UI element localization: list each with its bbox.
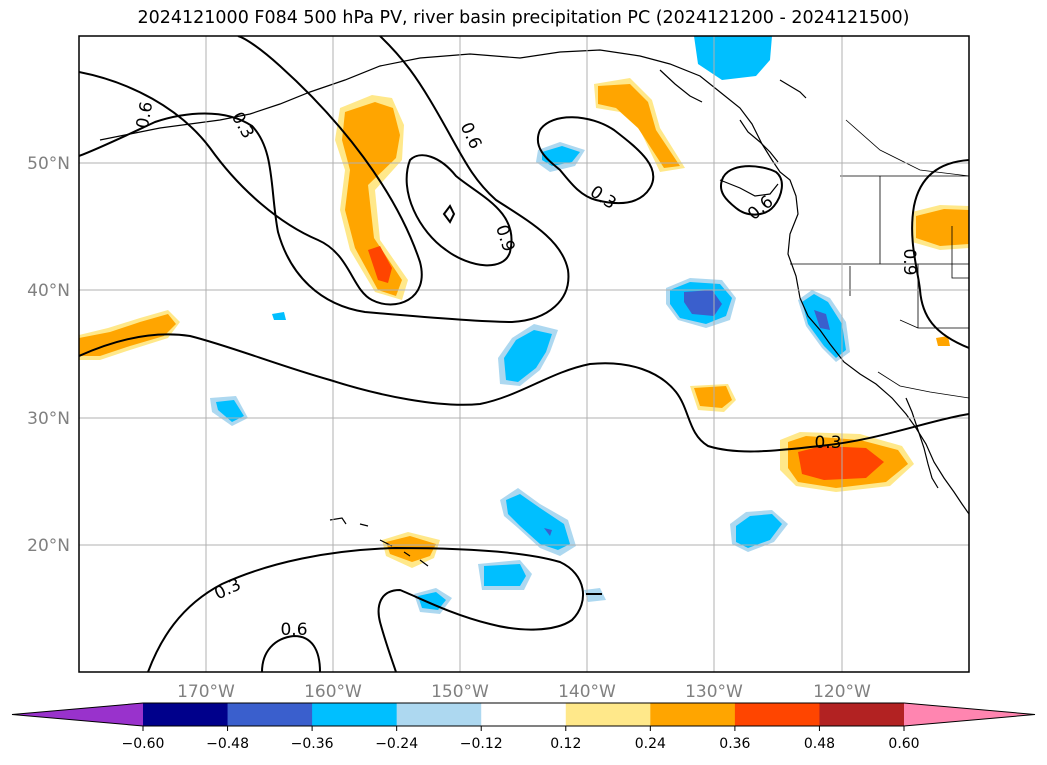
contour-label: 0.3: [227, 109, 258, 142]
precip-anomaly-negative: [272, 312, 286, 320]
lon-label: 170°W: [177, 682, 235, 702]
coastline: [719, 179, 779, 197]
colorbar: −0.60 −0.48 −0.36 −0.24 −0.12 0.12 0.24 0.36 0.4…: [11, 702, 1036, 752]
colorbar-tick-label: 0.60: [888, 736, 919, 752]
contour-label: 0.6: [280, 620, 307, 640]
precip-anomaly-negative: [694, 36, 772, 80]
colorbar-tick-label: −0.24: [375, 736, 418, 752]
colorbar-segment: [312, 703, 398, 726]
precip-anomaly-negative: [418, 592, 446, 610]
precip-anomaly-negative: [814, 310, 830, 330]
precip-anomaly-positive: [598, 84, 680, 168]
lon-label: 130°W: [685, 682, 743, 702]
contour-label: 0.9: [491, 223, 518, 255]
pv-contour: [442, 204, 456, 224]
colorbar-segment: [227, 703, 313, 726]
pv-contours: [79, 36, 969, 672]
precip-anomaly-positive: [798, 446, 884, 480]
map-frame: [78, 35, 970, 673]
contour-label: 0.9: [899, 248, 919, 275]
pv-contour: [79, 36, 570, 324]
negative-precip-anomalies: [210, 36, 850, 614]
colorbar-tick-label: −0.60: [122, 736, 165, 752]
coastline: [329, 517, 429, 567]
colorbar-segment: [565, 703, 651, 726]
contour-label: 0.6: [133, 100, 157, 130]
precip-anomaly-negative: [542, 146, 580, 166]
precip-anomaly-negative: [484, 564, 526, 586]
lat-label: 20°N: [27, 536, 70, 556]
lon-label: 160°W: [304, 682, 362, 702]
colorbar-tick-label: −0.36: [291, 736, 334, 752]
lat-label: 30°N: [27, 409, 70, 429]
colorbar-extend-min: [12, 703, 143, 726]
colorbar-tick-label: 0.24: [635, 736, 666, 752]
precip-anomaly-negative: [506, 494, 570, 550]
gridlines: [79, 36, 969, 672]
lon-label: 150°W: [431, 682, 489, 702]
lon-label: 140°W: [558, 682, 616, 702]
precip-anomaly-positive: [916, 209, 969, 246]
lon-label: 120°W: [813, 682, 871, 702]
pv-contour: [911, 159, 969, 349]
colorbar-segment: [734, 703, 820, 726]
precip-anomaly-negative: [216, 400, 244, 422]
colorbar-tick-label: 0.48: [804, 736, 835, 752]
colorbar-tick-label: 0.36: [719, 736, 750, 752]
colorbar-extend-max: [904, 703, 1035, 726]
precip-anomaly-positive: [694, 386, 732, 408]
map-area: 0.3 0.6 0.9 0.6 0.3 0.3 0.6 0.9 0.6 0.3: [79, 36, 969, 672]
pv-contour: [537, 116, 655, 205]
colorbar-segment: [481, 703, 567, 726]
coastline: [659, 69, 703, 103]
precip-anomaly-positive: [342, 102, 402, 296]
contour-label: 0.3: [814, 433, 841, 453]
state-border: [790, 119, 969, 399]
precip-anomaly-negative: [504, 330, 552, 382]
pv-contour: [79, 333, 969, 453]
map-title: 2024121000 F084 500 hPa PV, river basin …: [137, 8, 910, 28]
pv-contour: [147, 546, 585, 672]
contour-label: 0.3: [211, 575, 244, 605]
longitude-labels: 170°W 160°W 150°W 140°W 130°W 120°W: [177, 682, 871, 702]
coastlines: [99, 49, 969, 567]
colorbar-segment: [143, 703, 229, 726]
coastline: [99, 49, 969, 515]
lat-label: 50°N: [27, 154, 70, 174]
colorbar-tick-label: −0.12: [460, 736, 503, 752]
precip-anomaly-negative: [684, 290, 722, 316]
positive-precip-anomalies: [79, 78, 969, 568]
coastline: [739, 119, 779, 163]
pv-contour: [261, 634, 321, 672]
coastline: [779, 79, 807, 99]
colorbar-tick-label: −0.48: [206, 736, 249, 752]
contour-label: 0.6: [744, 192, 778, 225]
latitude-labels: 50°N 40°N 30°N 20°N: [27, 154, 70, 556]
pv-contour: [720, 165, 783, 216]
precip-anomaly-negative: [544, 528, 552, 536]
colorbar-tick-label: 0.12: [550, 736, 581, 752]
pv-contour: [405, 154, 513, 267]
colorbar-segment: [650, 703, 736, 726]
precip-anomaly-negative: [736, 514, 782, 548]
lat-label: 40°N: [27, 281, 70, 301]
precip-anomaly-positive: [936, 336, 950, 346]
colorbar-segment: [396, 703, 482, 726]
pv-contour: [79, 36, 423, 306]
coastline: [905, 397, 939, 489]
precip-anomaly-positive: [368, 246, 392, 283]
colorbar-segment: [819, 703, 905, 726]
contour-label: 0.3: [586, 182, 620, 214]
